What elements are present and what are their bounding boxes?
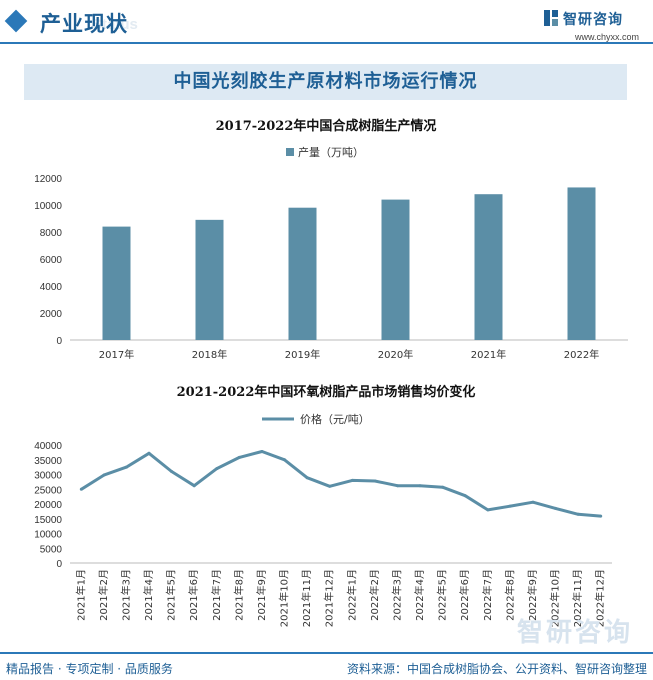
bar-legend-swatch	[286, 148, 294, 156]
bar	[381, 199, 410, 340]
line-x-tick-label: 2022年4月	[413, 569, 426, 621]
line-x-tick-label: 2021年9月	[255, 569, 268, 621]
line-x-tick-label: 2021年4月	[142, 569, 155, 621]
brand-name: 智研咨询	[563, 12, 623, 28]
line-x-tick-label: 2021年2月	[97, 569, 110, 621]
line-series	[80, 450, 601, 518]
line-point	[486, 508, 490, 512]
line-point	[192, 484, 196, 488]
line-point	[125, 465, 128, 469]
line-point	[102, 473, 106, 477]
footer-tagline: 精品报告 · 专项定制 · 品质服务	[6, 662, 173, 676]
line-point	[215, 467, 219, 471]
bar	[195, 219, 224, 340]
line-x-tick-label: 2022年5月	[436, 569, 449, 621]
line-point	[554, 506, 557, 510]
line-chart-title: 2021-2022年中国环氧树脂产品市场销售均价变化	[177, 384, 476, 400]
page-header: Status 产业现状 智研咨询 www.chyxx.com	[0, 0, 653, 44]
line-point	[147, 451, 151, 455]
line-point	[441, 485, 445, 489]
bar-legend-label: 产量（万吨）	[298, 145, 364, 159]
line-y-tick-label: 15000	[34, 515, 62, 526]
brand-logo[interactable]: 智研咨询	[543, 8, 633, 30]
bar-y-tick-label: 2000	[40, 309, 63, 320]
bar	[102, 226, 131, 340]
bar-x-tick-label: 2018年	[192, 348, 227, 361]
bar-x-tick-label: 2021年	[471, 348, 506, 361]
line-point	[396, 484, 399, 488]
line-x-tick-label: 2022年3月	[390, 569, 403, 621]
line-y-tick-label: 0	[56, 559, 62, 570]
footer-source: 资料来源：中国合成树脂协会、公开资料、智研咨询整理	[346, 662, 647, 676]
line-point	[531, 500, 535, 504]
watermark-text: 智研咨询	[516, 618, 633, 648]
line-point	[599, 514, 603, 518]
line-point	[576, 512, 580, 516]
line-point	[237, 455, 241, 459]
line-point	[260, 450, 264, 453]
line-x-tick-label: 2021年5月	[165, 569, 178, 621]
line-x-tick-label: 2021年1月	[74, 569, 87, 621]
bar-chart-title: 2017-2022年中国合成树脂生产情况	[216, 118, 437, 134]
site-url[interactable]: www.chyxx.com	[574, 32, 639, 42]
line-x-tick-label: 2022年6月	[458, 569, 471, 621]
line-x-tick-label: 2022年7月	[481, 569, 494, 621]
bar-x-tick-label: 2019年	[285, 348, 320, 361]
line-x-tick-label: 2021年3月	[119, 569, 132, 621]
line-point	[328, 484, 332, 488]
bar-y-tick-label: 8000	[40, 228, 63, 239]
line-x-tick-label: 2022年10月	[549, 569, 562, 627]
bar	[567, 187, 596, 340]
line-y-tick-label: 40000	[34, 441, 62, 452]
line-point	[350, 478, 354, 482]
line-x-tick-label: 2021年12月	[323, 569, 336, 627]
line-point	[463, 494, 467, 498]
line-point	[283, 458, 286, 462]
line-point	[418, 484, 422, 488]
line-point	[170, 470, 174, 473]
line-y-tick-label: 20000	[34, 500, 62, 511]
line-x-tick-label: 2021年6月	[187, 569, 200, 621]
line-x-tick-label: 2022年9月	[526, 569, 539, 621]
header-divider	[0, 42, 653, 44]
bar-x-tick-label: 2022年	[564, 348, 599, 361]
line-point	[305, 476, 309, 480]
line-x-tick-label: 2022年12月	[594, 569, 607, 627]
bar-y-tick-label: 12000	[34, 174, 62, 185]
diamond-icon	[4, 9, 28, 33]
brand-logo-icon	[544, 10, 558, 26]
bar-x-tick-label: 2017年	[99, 348, 134, 361]
line-x-tick-label: 2022年2月	[368, 569, 381, 621]
line-y-tick-label: 5000	[40, 544, 63, 555]
line-x-tick-label: 2022年1月	[345, 569, 358, 621]
report-banner: 中国光刻胶生产原材料市场运行情况	[24, 64, 627, 100]
line-y-tick-label: 10000	[34, 530, 62, 541]
bar-x-tick-label: 2020年	[378, 348, 413, 361]
line-x-tick-label: 2022年8月	[503, 569, 516, 621]
bar-y-tick-label: 6000	[40, 255, 63, 266]
line-point	[79, 487, 83, 491]
bar	[288, 207, 317, 340]
line-x-tick-label: 2021年10月	[278, 569, 291, 627]
bar-y-tick-label: 0	[56, 336, 62, 347]
line-x-tick-label: 2021年8月	[232, 569, 245, 621]
header-ghost-text: Status	[92, 16, 138, 33]
bar-y-tick-label: 10000	[34, 201, 62, 212]
bar	[474, 194, 503, 340]
line-x-tick-label: 2021年11月	[300, 569, 313, 627]
bar-y-tick-label: 4000	[40, 282, 63, 293]
line-point	[508, 504, 512, 508]
line-legend-label: 价格（元/吨）	[300, 412, 370, 426]
line-y-tick-label: 25000	[34, 485, 62, 496]
line-x-tick-label: 2022年11月	[571, 569, 584, 627]
page-footer: 精品报告 · 专项定制 · 品质服务 资料来源：中国合成树脂协会、公开资料、智研…	[0, 652, 653, 680]
line-x-tick-label: 2021年7月	[210, 569, 223, 621]
line-y-tick-label: 30000	[34, 471, 62, 482]
section-title: 产业现状	[40, 12, 128, 36]
line-point	[373, 479, 377, 483]
line-y-tick-label: 35000	[34, 456, 62, 467]
